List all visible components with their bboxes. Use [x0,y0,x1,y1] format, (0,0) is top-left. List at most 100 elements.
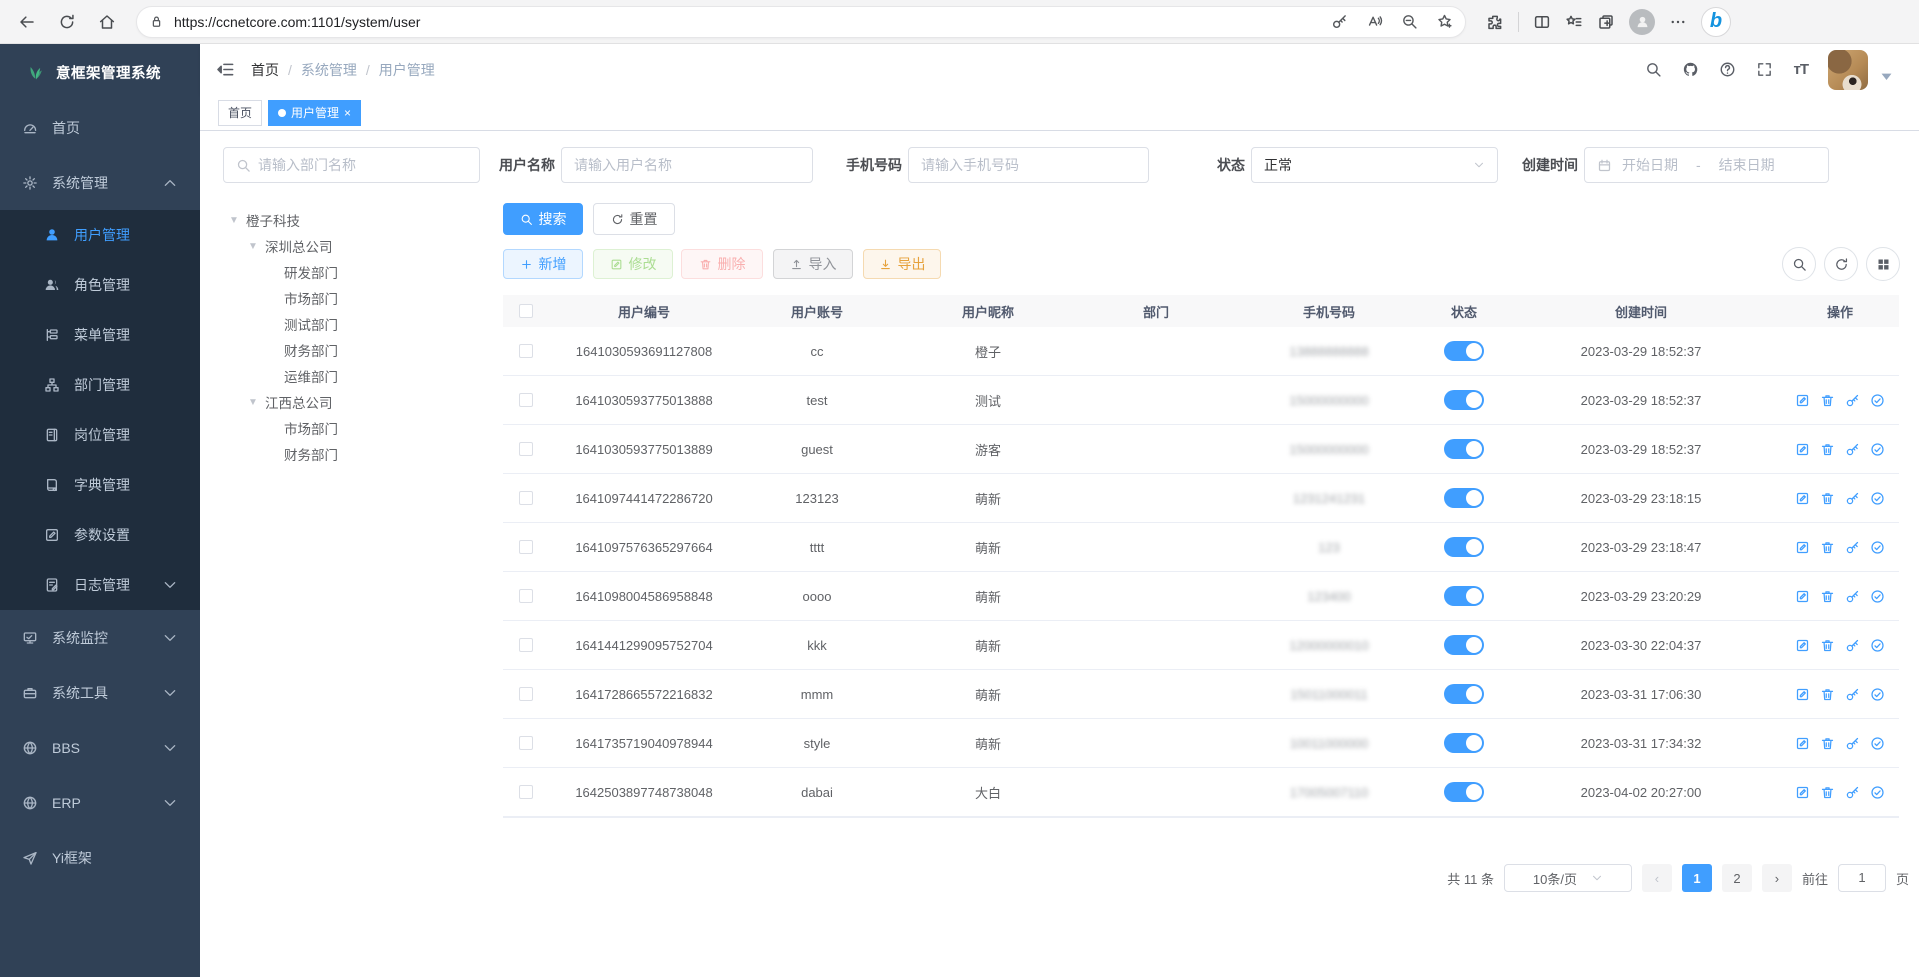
status-toggle-on[interactable] [1444,635,1484,655]
row-assign-role-icon[interactable] [1870,491,1885,506]
sidebar-item-ERP[interactable]: ERP [0,775,200,830]
address-bar[interactable]: https://ccnetcore.com:1101/system/user [136,5,1466,38]
sidebar-item-部门管理[interactable]: 部门管理 [0,360,200,410]
row-checkbox[interactable] [519,785,533,799]
sidebar-item-岗位管理[interactable]: 岗位管理 [0,410,200,460]
status-toggle-on[interactable] [1444,586,1484,606]
row-edit-icon[interactable] [1795,687,1810,702]
split-screen-icon[interactable] [1533,13,1551,31]
avatar-caret-icon[interactable] [1878,68,1895,85]
browser-home-button[interactable] [90,5,124,39]
tree-node-研发部门[interactable]: 研发部门 [223,259,493,285]
row-delete-icon[interactable] [1820,785,1835,800]
tree-node-橙子科技[interactable]: ▼ 橙子科技 [223,207,493,233]
row-edit-icon[interactable] [1795,736,1810,751]
row-edit-icon[interactable] [1795,491,1810,506]
tab-首页[interactable]: 首页 [218,99,263,126]
tree-node-测试部门[interactable]: 测试部门 [223,311,493,337]
status-select[interactable]: 正常 [1251,147,1498,183]
favorites-bar-icon[interactable] [1565,13,1583,31]
column-settings-button[interactable] [1866,247,1900,281]
help-icon[interactable] [1719,61,1736,78]
sidebar-item-系统工具[interactable]: 系统工具 [0,665,200,720]
row-assign-role-icon[interactable] [1870,442,1885,457]
tree-node-财务部门[interactable]: 财务部门 [223,337,493,363]
collections-icon[interactable] [1597,13,1615,31]
browser-refresh-button[interactable] [50,5,84,39]
read-aloud-icon[interactable] [1366,13,1383,30]
breadcrumb-item[interactable]: 首页 [251,61,279,78]
caret-expanded-icon[interactable]: ▼ [248,396,258,408]
row-checkbox[interactable] [519,393,533,407]
row-checkbox[interactable] [519,589,533,603]
row-checkbox[interactable] [519,344,533,358]
sidebar-fold-icon[interactable] [216,60,235,79]
row-edit-icon[interactable] [1795,785,1810,800]
header-search-icon[interactable] [1645,61,1662,78]
row-checkbox[interactable] [519,491,533,505]
status-toggle-on[interactable] [1444,733,1484,753]
url-text[interactable]: https://ccnetcore.com:1101/system/user [174,13,421,30]
page-button-2[interactable]: 2 [1721,864,1752,892]
user-avatar[interactable] [1828,49,1868,90]
prev-page-button[interactable]: ‹ [1641,864,1672,892]
sidebar-item-参数设置[interactable]: 参数设置 [0,510,200,560]
tree-node-江西总公司[interactable]: ▼ 江西总公司 [223,389,493,415]
password-icon[interactable] [1331,13,1348,30]
row-assign-role-icon[interactable] [1870,393,1885,408]
edit-button[interactable]: 修改 [593,249,673,279]
row-reset-password-icon[interactable] [1845,540,1860,555]
row-delete-icon[interactable] [1820,540,1835,555]
favorite-icon[interactable] [1436,13,1453,30]
row-assign-role-icon[interactable] [1870,687,1885,702]
font-size-icon[interactable]: тT [1793,61,1808,78]
import-button[interactable]: 导入 [773,249,853,279]
browser-profile-avatar[interactable] [1629,8,1655,35]
github-icon[interactable] [1682,61,1699,78]
row-edit-icon[interactable] [1795,393,1810,408]
sidebar-item-日志管理[interactable]: 日志管理 [0,560,200,610]
sidebar-item-系统管理[interactable]: 系统管理 [0,155,200,210]
tab-用户管理[interactable]: 用户管理 × [268,99,362,126]
delete-button[interactable]: 删除 [681,249,763,279]
refresh-table-button[interactable] [1824,247,1858,281]
row-assign-role-icon[interactable] [1870,540,1885,555]
select-all-checkbox[interactable] [519,304,533,318]
row-reset-password-icon[interactable] [1845,687,1860,702]
tree-node-市场部门[interactable]: 市场部门 [223,415,493,441]
username-input[interactable]: 请输入用户名称 [561,147,813,183]
next-page-button[interactable]: › [1761,864,1792,892]
row-reset-password-icon[interactable] [1845,785,1860,800]
row-assign-role-icon[interactable] [1870,638,1885,653]
row-delete-icon[interactable] [1820,736,1835,751]
row-assign-role-icon[interactable] [1870,785,1885,800]
row-delete-icon[interactable] [1820,442,1835,457]
show-search-toggle-button[interactable] [1782,247,1816,281]
phone-input[interactable]: 请输入手机号码 [908,147,1149,183]
row-edit-icon[interactable] [1795,442,1810,457]
export-button[interactable]: 导出 [863,249,941,279]
page-size-select[interactable]: 10条/页 [1503,864,1632,892]
caret-expanded-icon[interactable]: ▼ [248,240,258,252]
row-edit-icon[interactable] [1795,540,1810,555]
row-reset-password-icon[interactable] [1845,393,1860,408]
search-button[interactable]: 搜索 [503,203,583,235]
row-reset-password-icon[interactable] [1845,736,1860,751]
tree-node-市场部门[interactable]: 市场部门 [223,285,493,311]
sidebar-item-系统监控[interactable]: 系统监控 [0,610,200,665]
tree-node-运维部门[interactable]: 运维部门 [223,363,493,389]
fullscreen-icon[interactable] [1756,61,1773,78]
zoom-out-icon[interactable] [1401,13,1418,30]
row-delete-icon[interactable] [1820,589,1835,604]
date-range-input[interactable]: 开始日期 - 结束日期 [1584,147,1829,183]
row-delete-icon[interactable] [1820,638,1835,653]
status-toggle-on[interactable] [1444,341,1484,361]
sidebar-item-首页[interactable]: 首页 [0,100,200,155]
row-checkbox[interactable] [519,638,533,652]
row-reset-password-icon[interactable] [1845,491,1860,506]
row-assign-role-icon[interactable] [1870,736,1885,751]
status-toggle-on[interactable] [1444,782,1484,802]
goto-page-input[interactable]: 1 [1837,864,1886,892]
sidebar-item-菜单管理[interactable]: 菜单管理 [0,310,200,360]
reset-button[interactable]: 重置 [593,203,675,235]
